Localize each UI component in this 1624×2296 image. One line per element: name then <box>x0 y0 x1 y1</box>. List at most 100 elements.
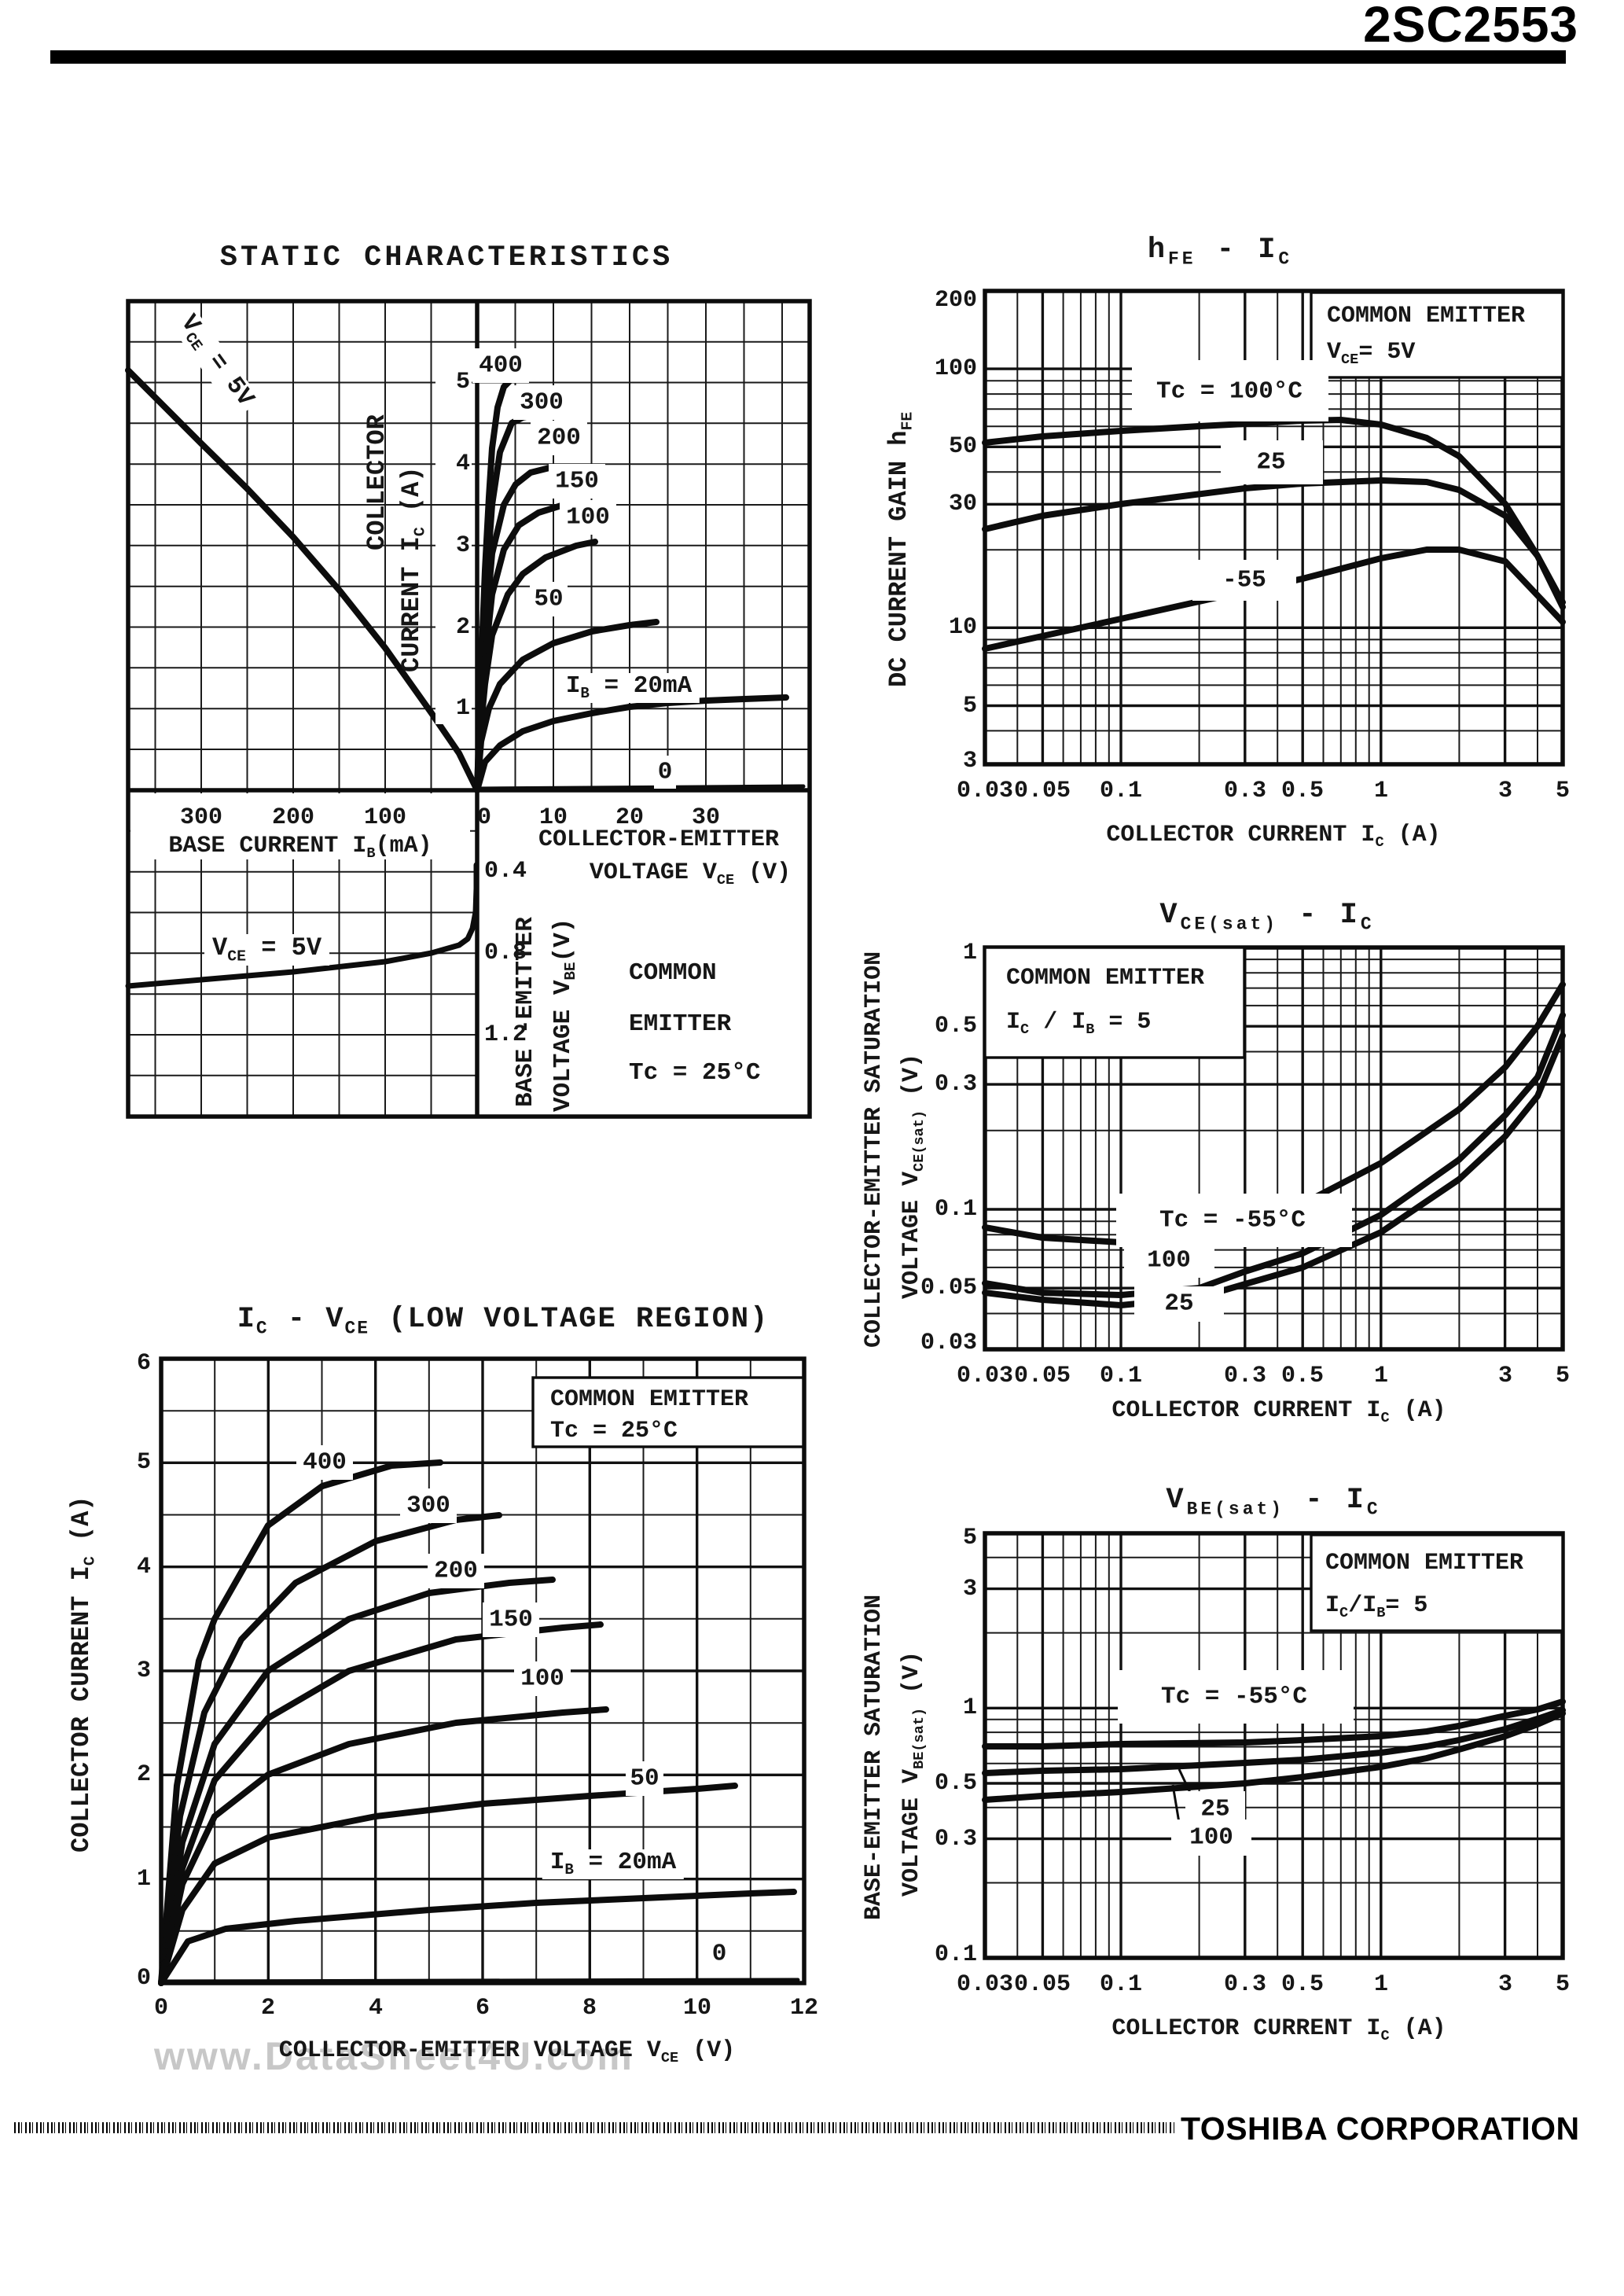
condition-box <box>1310 291 1564 379</box>
tick-label: 30 <box>692 804 720 831</box>
curve-label: 0 <box>658 759 673 786</box>
tick-label: 0.5 <box>1281 1363 1324 1389</box>
tick-label: 0.5 <box>935 1013 977 1039</box>
tick-label: 3 <box>963 1576 977 1602</box>
curve-tc-25 <box>982 1032 1566 1308</box>
condition-box <box>983 946 1246 1059</box>
chart-vce-sat: Tc = -55°C 100 25 1 0.5 0.3 0.1 0.05 0.0… <box>920 940 1570 1389</box>
curve-label: 400 <box>303 1449 347 1477</box>
curve-ib-20ma <box>158 1889 797 1986</box>
grid-minor <box>985 947 1563 1349</box>
chart-title-vbe-sat: VBE(sat) - IC <box>1166 1484 1381 1520</box>
tick-label: 0.3 <box>935 1071 977 1098</box>
tick-label: 0.1 <box>935 1196 977 1223</box>
y-axis-label: COLLECTOR-EMITTER SATURATION <box>861 951 887 1348</box>
condition-box-line: COMMON EMITTER <box>1327 303 1526 329</box>
tick-label: 0 <box>154 1995 168 2022</box>
curve-ib-100 <box>474 539 598 793</box>
condition-box-line: VCE= 5V <box>1327 339 1416 368</box>
chart-title-vce-sat: VCE(sat) - IC <box>1159 899 1375 935</box>
ic-vce-y-ticks: 6 5 4 3 2 1 0 <box>137 1350 151 1992</box>
tick-label: 0 <box>477 804 491 831</box>
tick-label: 6 <box>137 1350 151 1377</box>
tick-label: 0.05 <box>1014 1363 1071 1389</box>
x-axis-label-right: VOLTAGE VCE (V) <box>589 859 792 889</box>
note-line: EMITTER <box>629 1010 732 1038</box>
chart-static: 5 4 3 2 1 300 200 100 0 10 20 30 0.4 0.8… <box>125 299 812 1119</box>
x-axis-label: COLLECTOR CURRENT IC (A) <box>1111 1397 1446 1426</box>
tick-label: 3 <box>1498 1971 1512 1998</box>
plot-frame <box>983 945 1565 1352</box>
tick-label: 2 <box>456 614 470 641</box>
tick-label: 200 <box>935 287 977 314</box>
condition-box-line: COMMON EMITTER <box>550 1386 749 1413</box>
tick-label: 5 <box>963 693 977 719</box>
curve-label: -55 <box>1222 567 1266 594</box>
curve-ib-150 <box>158 1621 604 1986</box>
chart-hfe: Tc = 100°C 25 -55 200 100 50 30 10 5 3 0… <box>935 287 1570 804</box>
curve-label: 300 <box>406 1492 450 1520</box>
tick-label: 1 <box>1374 1971 1388 1998</box>
tick-label: 0.03 <box>957 778 1013 804</box>
curve-label: 100 <box>520 1665 564 1693</box>
y-axis-label-lower: BASE -EMITTER <box>512 917 539 1107</box>
tick-label: 0.05 <box>1014 778 1071 804</box>
chart-ic-vce: 400 300 200 150 100 50 0 6 5 4 3 2 1 0 0… <box>137 1350 818 2022</box>
y-axis-label: BASE-EMITTER SATURATION <box>861 1594 887 1920</box>
x-axis-label-right: COLLECTOR-EMITTER <box>538 826 780 853</box>
curve-label: 50 <box>630 1765 659 1793</box>
condition-box <box>531 1376 805 1448</box>
y-axis-label: COLLECTOR CURRENT IC (A) <box>67 1496 99 1853</box>
x-axis-label: COLLECTOR CURRENT IC (A) <box>1106 822 1441 851</box>
grid-major <box>161 1359 804 1983</box>
vce-sat-x-ticks: 0.03 0.05 0.1 0.3 0.5 1 3 5 <box>957 1363 1570 1389</box>
tick-label: 100 <box>935 355 977 382</box>
tick-label: 1 <box>963 1694 977 1721</box>
tick-label: 1 <box>1374 1363 1388 1389</box>
tick-label: 0.05 <box>1014 1971 1071 1998</box>
note-line: COMMON <box>629 959 717 987</box>
tick-label: 0.8 <box>484 940 527 966</box>
tick-label: 0.05 <box>920 1275 977 1301</box>
tick-label: 0.1 <box>935 1941 977 1968</box>
tick-label: 2 <box>137 1761 151 1788</box>
vbe-sat-y-ticks: 5 3 1 0.5 0.3 0.1 <box>935 1525 977 1968</box>
curve-ib-100 <box>158 1706 609 1986</box>
curve-ib-400 <box>158 1459 443 1986</box>
tick-label: 1 <box>137 1866 151 1893</box>
tick-label: 0.1 <box>1100 1363 1142 1389</box>
hfe-curve-labels: Tc = 100°C 25 -55 <box>1132 360 1328 601</box>
curve-label: 25 <box>1256 449 1285 476</box>
tick-label: 20 <box>615 804 644 831</box>
y-axis-label: DC CURRENT GAIN hFE <box>884 411 917 687</box>
curve-ib-300 <box>158 1512 502 1986</box>
curve-ib-0 <box>159 1978 800 1984</box>
static-curve-labels: 400 300 200 150 100 50 0 <box>472 348 676 789</box>
curve-label: Tc = -55°C <box>1159 1207 1306 1234</box>
ic-vce-curve-labels: 400 300 200 150 100 50 0 <box>296 1445 730 1970</box>
tick-label: 0.5 <box>1281 1971 1324 1998</box>
plot-frame <box>126 299 812 1119</box>
tick-label: 1 <box>456 695 470 722</box>
tick-label: 0.3 <box>1224 778 1266 804</box>
vbe-sat-curve-labels: Tc = -55°C 25 100 <box>1118 1670 1354 1856</box>
tick-label: 0.3 <box>935 1826 977 1853</box>
curve-label: 25 <box>1164 1290 1193 1318</box>
x-axis-label: COLLECTOR CURRENT IC (A) <box>1111 2015 1446 2044</box>
tick-label: 200 <box>272 804 314 831</box>
static-note: COMMON EMITTER Tc = 25°C <box>629 959 760 1087</box>
curve-vbe-vs-ib <box>125 862 479 989</box>
tick-label: 4 <box>456 451 470 477</box>
condition-box-line: Tc = 25°C <box>550 1418 678 1444</box>
chart-title-static: STATIC CHARACTERISTICS <box>219 241 674 274</box>
hfe-y-ticks: 200 100 50 30 10 5 3 <box>935 287 977 775</box>
tick-label: 0.3 <box>1224 1971 1266 1998</box>
tick-label: 5 <box>1556 1971 1570 1998</box>
curve-tc-100 <box>982 417 1566 605</box>
curve-ib-0 <box>475 784 806 791</box>
curve-transfer-vce5v <box>125 367 480 793</box>
y-axis-label: COLLECTOR <box>362 414 391 550</box>
curve-label: 0 <box>712 1941 727 1968</box>
